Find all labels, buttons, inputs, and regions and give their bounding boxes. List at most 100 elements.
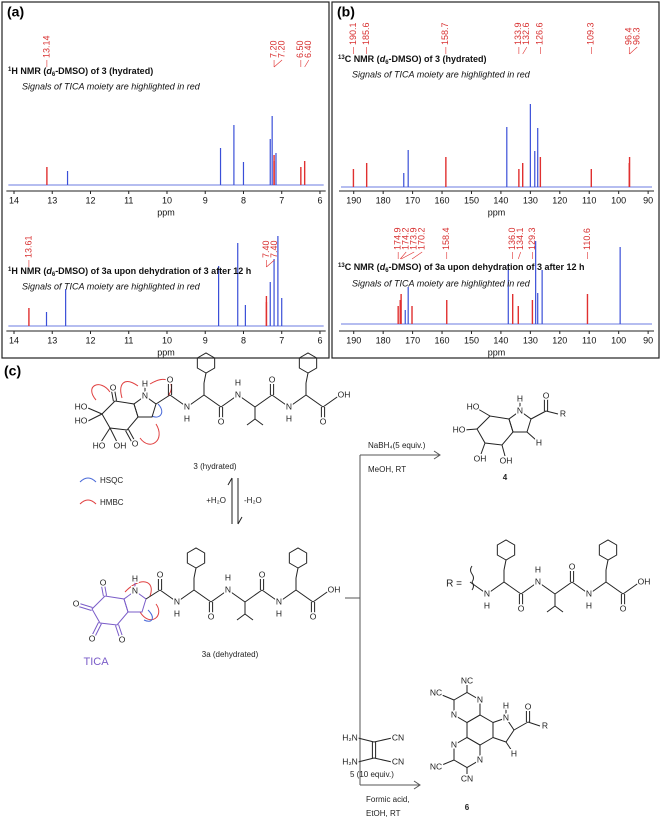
peak-label: 129.3 <box>527 227 537 250</box>
ring <box>466 714 494 746</box>
atom-label: O <box>543 390 550 400</box>
x-tick-label: 6 <box>317 195 322 205</box>
bond <box>210 589 229 603</box>
bond <box>236 613 246 621</box>
bond <box>520 581 539 595</box>
atom-label: O <box>110 382 117 392</box>
title-subscript: 6 <box>52 72 56 78</box>
atom-label: NC <box>430 761 442 771</box>
bond <box>605 559 609 571</box>
x-tick-label: 110 <box>582 335 596 345</box>
legend-text: HMBC <box>100 498 124 507</box>
atom-label: HO <box>453 424 466 434</box>
ring <box>492 717 515 743</box>
x-tick-label: 10 <box>162 195 172 205</box>
x-tick-label: 7 <box>279 335 284 345</box>
atom-label: N <box>503 712 509 722</box>
peak-label: 174.2 <box>401 227 411 250</box>
x-tick-label: 7 <box>279 195 284 205</box>
atom-label: N <box>132 585 138 595</box>
bond <box>186 394 205 408</box>
bond <box>322 394 341 408</box>
x-tick-label: 8 <box>241 335 246 345</box>
bond <box>110 390 114 402</box>
bond <box>203 394 222 408</box>
bond <box>278 589 297 603</box>
bond <box>469 581 488 595</box>
peak-label: 132.6 <box>521 22 531 45</box>
x-tick-label: 150 <box>464 335 479 345</box>
atom-label: N <box>586 588 592 598</box>
bond <box>244 613 254 621</box>
bond <box>305 394 324 408</box>
atom-label: OH <box>474 453 487 463</box>
peak-label: 158.7 <box>440 22 450 45</box>
atom-label: O <box>208 611 215 621</box>
ring <box>298 352 318 374</box>
atom-label: R <box>542 720 548 730</box>
peak-label: 96.4 <box>624 27 634 45</box>
atom-label: N <box>235 389 241 399</box>
panel-a-frame <box>1 1 330 359</box>
peak-label: 6.50 <box>295 40 305 58</box>
bond <box>530 410 547 420</box>
atom-label: R <box>560 408 566 418</box>
bond <box>503 559 507 571</box>
peak-leader <box>400 251 415 260</box>
spectrum-title: 1H NMR (d6-DMSO) of 3 (hydrated) <box>8 66 153 77</box>
x-tick-label: 170 <box>405 195 420 205</box>
hmbc-arrow <box>91 384 111 401</box>
bond <box>114 389 118 401</box>
title-text: -DMSO) of 3a upon dehydration of 3 after… <box>55 266 251 276</box>
hmbc-legend-swatch <box>79 499 97 505</box>
bond <box>288 394 307 408</box>
x-tick-label: 9 <box>203 195 208 205</box>
peak-label: 110.6 <box>582 228 592 250</box>
title-text: H NMR ( <box>11 66 46 76</box>
atom-label: NC <box>461 675 473 685</box>
atom-label: N <box>286 401 292 411</box>
atom-label: O <box>89 633 96 643</box>
bond <box>92 622 100 635</box>
hmbc-arrow <box>139 603 160 621</box>
atom-label: O <box>157 569 164 579</box>
bond <box>305 372 309 384</box>
ring <box>598 539 618 561</box>
atom-label: H <box>286 413 292 423</box>
bond <box>246 418 256 426</box>
bond <box>87 407 103 415</box>
bond <box>477 408 491 417</box>
hsqc-arrow <box>151 403 163 418</box>
atom-label: N <box>451 709 457 719</box>
atom-label: H <box>586 600 592 610</box>
bond <box>312 589 331 603</box>
bond <box>104 584 108 596</box>
compound-label: 3a (dehydrated) <box>202 650 259 659</box>
x-tick-label: 12 <box>85 335 95 345</box>
x-axis-label: ppm <box>157 347 175 357</box>
atom-label: OH <box>328 584 341 594</box>
bond <box>227 589 246 603</box>
bond <box>115 625 120 638</box>
bond <box>159 589 178 603</box>
spectrum-note: Signals of TICA moiety are highlighted i… <box>22 281 201 291</box>
x-tick-label: 180 <box>376 195 391 205</box>
peak-label: 174.9 <box>393 227 403 250</box>
x-axis-label: ppm <box>488 347 506 357</box>
hsqc-arrow <box>143 609 153 622</box>
peak-label: 7.20 <box>276 40 286 58</box>
atom-label: O <box>620 603 627 613</box>
x-axis-label: ppm <box>488 207 506 217</box>
atom-label: N <box>174 596 180 606</box>
bond <box>588 581 607 595</box>
x-axis-label: ppm <box>157 207 175 217</box>
atom-label: O <box>569 561 576 571</box>
spectrum-title: 13C NMR (d6-DMSO) of 3a upon dehydration… <box>338 262 585 273</box>
bond <box>537 581 556 595</box>
title-solvent: d <box>46 66 52 76</box>
atom-label: H <box>174 608 180 618</box>
atom-label: O <box>259 569 266 579</box>
bond <box>176 589 195 603</box>
ring <box>186 547 206 569</box>
peak-label: 133.9 <box>513 22 523 45</box>
